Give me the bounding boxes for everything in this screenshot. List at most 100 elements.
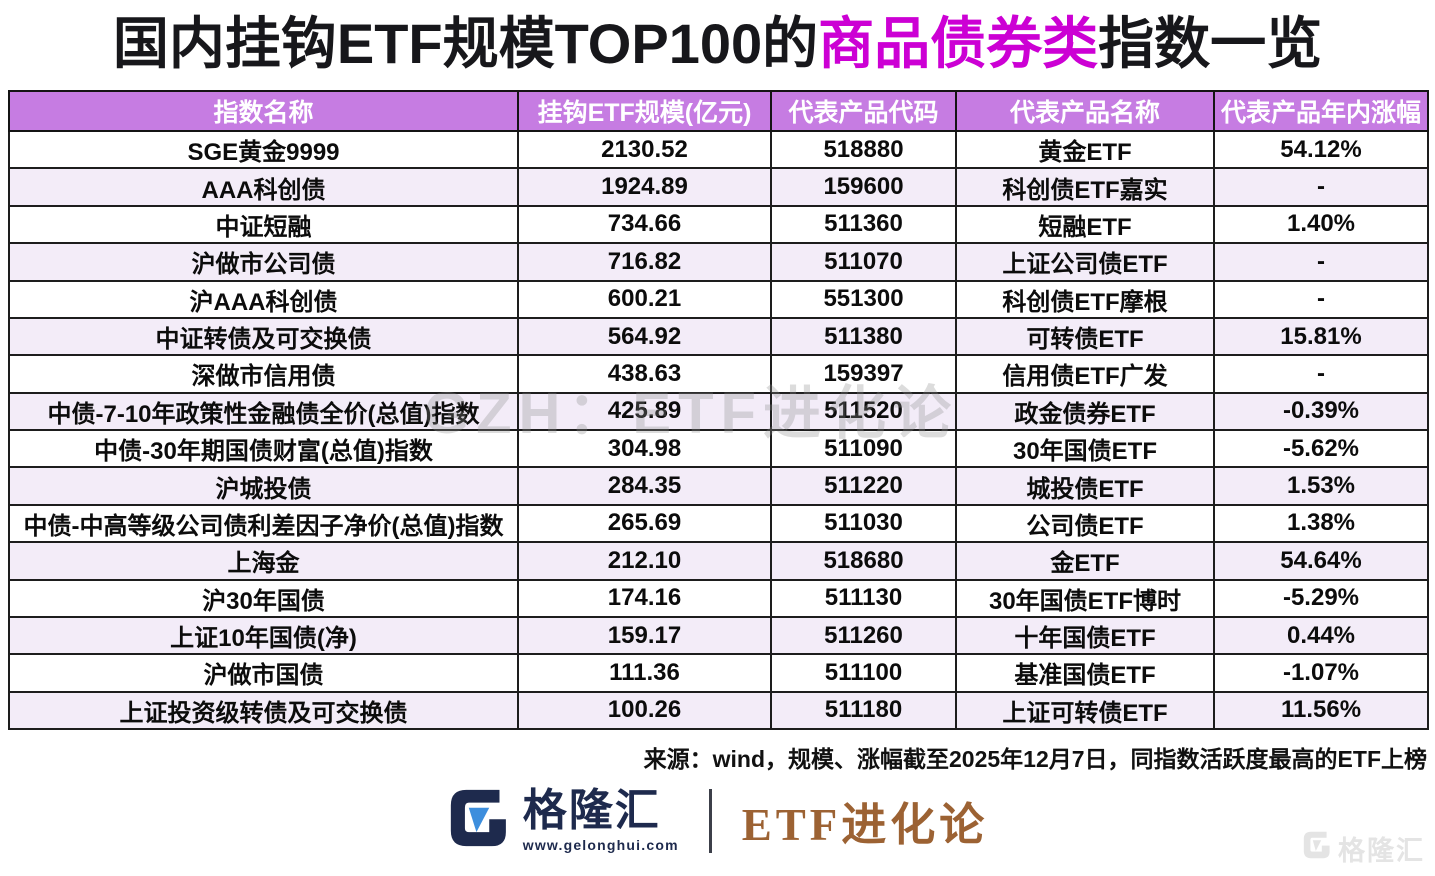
table-row: 中债-30年期国债财富(总值)指数 304.98 511090 30年国债ETF -5.… — [8, 428, 1429, 469]
column-header-product_ytd_change: 代表产品年内涨幅 — [1213, 90, 1429, 132]
cell-product_code: 518880 — [770, 129, 957, 170]
cell-product_code: 511220 — [770, 466, 957, 506]
footer-divider — [708, 788, 712, 853]
cell-index_name: 深做市信用债 — [8, 354, 519, 394]
column-header-product_name: 代表产品名称 — [955, 90, 1215, 132]
cell-product_ytd_change: 1.38% — [1213, 503, 1429, 544]
table-header-row: 指数名称 挂钩ETF规模(亿元) 代表产品代码 代表产品名称 代表产品年内涨幅 — [8, 90, 1429, 132]
cell-product_code: 511090 — [770, 428, 957, 469]
cell-product_name: 黄金ETF — [955, 129, 1215, 170]
page-title-prefix: 国内挂钩ETF规模TOP100的 — [112, 12, 819, 75]
cell-etf_scale_100m_yuan: 265.69 — [517, 503, 772, 544]
cell-product_ytd_change: - — [1213, 242, 1429, 282]
index-table-head: 指数名称 挂钩ETF规模(亿元) 代表产品代码 代表产品名称 代表产品年内涨幅 — [8, 90, 1429, 132]
cell-product_name: 科创债ETF嘉实 — [955, 167, 1215, 207]
cell-etf_scale_100m_yuan: 100.26 — [517, 690, 772, 731]
cell-etf_scale_100m_yuan: 564.92 — [517, 316, 772, 357]
cell-index_name: 中证短融 — [8, 204, 519, 245]
cell-product_name: 金ETF — [955, 541, 1215, 581]
page-title-highlight: 商品债券类 — [818, 12, 1099, 75]
cell-product_ytd_change: 15.81% — [1213, 316, 1429, 357]
cell-product_name: 上证可转债ETF — [955, 690, 1215, 731]
cell-product_ytd_change: 54.64% — [1213, 541, 1429, 581]
cell-product_code: 511070 — [770, 242, 957, 282]
cell-product_name: 科创债ETF摩根 — [955, 279, 1215, 319]
cell-etf_scale_100m_yuan: 2130.52 — [517, 129, 772, 170]
cell-product_code: 511130 — [770, 578, 957, 618]
cell-product_ytd_change: -1.07% — [1213, 653, 1429, 693]
cell-product_ytd_change: -0.39% — [1213, 391, 1429, 432]
cell-index_name: 沪AAA科创债 — [8, 279, 519, 319]
table-row: 中证短融 734.66 511360 短融ETF 1.40% — [8, 204, 1429, 245]
cell-product_code: 159600 — [770, 167, 957, 207]
table-row: 沪城投债 284.35 511220 城投债ETF 1.53% — [8, 466, 1429, 506]
cell-product_ytd_change: - — [1213, 167, 1429, 207]
column-header-etf_scale_100m_yuan: 挂钩ETF规模(亿元) — [517, 90, 772, 132]
cell-product_name: 可转债ETF — [955, 316, 1215, 357]
cell-etf_scale_100m_yuan: 111.36 — [517, 653, 772, 693]
table-row: 沪30年国债 174.16 511130 30年国债ETF博时 -5.29% — [8, 578, 1429, 618]
cell-etf_scale_100m_yuan: 425.89 — [517, 391, 772, 432]
cell-index_name: 沪做市国债 — [8, 653, 519, 693]
cell-product_name: 基准国债ETF — [955, 653, 1215, 693]
gelonghui-brand-name: 格隆汇 — [522, 786, 661, 836]
column-header-product_code: 代表产品代码 — [770, 90, 957, 132]
gelonghui-url: www.gelonghui.com — [522, 836, 679, 853]
cell-product_name: 十年国债ETF — [955, 615, 1215, 656]
cell-product_code: 511360 — [770, 204, 957, 245]
table-row: 上证10年国债(净) 159.17 511260 十年国债ETF 0.44% — [8, 615, 1429, 656]
cell-etf_scale_100m_yuan: 304.98 — [517, 428, 772, 469]
cell-product_name: 信用债ETF广发 — [955, 354, 1215, 394]
footer-brand-strip: 格隆汇 www.gelonghui.com ETF进化论 — [0, 786, 1435, 855]
cell-etf_scale_100m_yuan: 174.16 — [517, 578, 772, 618]
gelonghui-g-logo-icon — [447, 786, 511, 855]
cell-product_name: 30年国债ETF — [955, 428, 1215, 469]
cell-product_code: 511180 — [770, 690, 957, 731]
cell-index_name: 沪城投债 — [8, 466, 519, 506]
cell-product_name: 30年国债ETF博时 — [955, 578, 1215, 618]
cell-product_ytd_change: 0.44% — [1213, 615, 1429, 656]
index-table: 指数名称 挂钩ETF规模(亿元) 代表产品代码 代表产品名称 代表产品年内涨幅 SGE黄… — [8, 90, 1429, 731]
cell-index_name: 中债-7-10年政策性金融债全价(总值)指数 — [8, 391, 519, 432]
corner-g-logo-icon — [1302, 830, 1332, 867]
cell-product_code: 511520 — [770, 391, 957, 432]
cell-product_code: 511100 — [770, 653, 957, 693]
cell-etf_scale_100m_yuan: 734.66 — [517, 204, 772, 245]
cell-etf_scale_100m_yuan: 284.35 — [517, 466, 772, 506]
table-row: 沪做市国债 111.36 511100 基准国债ETF -1.07% — [8, 653, 1429, 693]
gelonghui-text-block: 格隆汇 www.gelonghui.com — [522, 786, 679, 853]
table-row: 中债-7-10年政策性金融债全价(总值)指数 425.89 511520 政金债券ET… — [8, 391, 1429, 432]
cell-product_name: 政金债券ETF — [955, 391, 1215, 432]
table-row: 上证投资级转债及可交换债 100.26 511180 上证可转债ETF 11.56% — [8, 690, 1429, 731]
cell-index_name: 上证10年国债(净) — [8, 615, 519, 656]
cell-index_name: 上证投资级转债及可交换债 — [8, 690, 519, 731]
cell-etf_scale_100m_yuan: 438.63 — [517, 354, 772, 394]
cell-product_code: 511030 — [770, 503, 957, 544]
cell-product_ytd_change: 1.40% — [1213, 204, 1429, 245]
page-title: 国内挂钩ETF规模TOP100的商品债券类指数一览 — [0, 6, 1435, 82]
channel-name: ETF进化论 — [741, 800, 989, 850]
cell-etf_scale_100m_yuan: 159.17 — [517, 615, 772, 656]
column-header-index_name: 指数名称 — [8, 90, 519, 132]
table-row: 中证转债及可交换债 564.92 511380 可转债ETF 15.81% — [8, 316, 1429, 357]
cell-etf_scale_100m_yuan: 212.10 — [517, 541, 772, 581]
cell-index_name: AAA科创债 — [8, 167, 519, 207]
index-table-container: 指数名称 挂钩ETF规模(亿元) 代表产品代码 代表产品名称 代表产品年内涨幅 SGE黄… — [8, 90, 1429, 731]
cell-product_code: 518680 — [770, 541, 957, 581]
cell-product_code: 511260 — [770, 615, 957, 656]
cell-product_code: 511380 — [770, 316, 957, 357]
table-row: 深做市信用债 438.63 159397 信用债ETF广发 - — [8, 354, 1429, 394]
cell-index_name: 沪30年国债 — [8, 578, 519, 618]
table-row: 沪AAA科创债 600.21 551300 科创债ETF摩根 - — [8, 279, 1429, 319]
source-note: 来源：wind，规模、涨幅截至2025年12月7日，同指数活跃度最高的ETF上榜 — [643, 746, 1427, 772]
cell-etf_scale_100m_yuan: 716.82 — [517, 242, 772, 282]
cell-product_code: 159397 — [770, 354, 957, 394]
index-table-body: SGE黄金9999 2130.52 518880 黄金ETF 54.12% AAA科创债 1… — [8, 129, 1429, 731]
cell-product_name: 城投债ETF — [955, 466, 1215, 506]
cell-index_name: 中证转债及可交换债 — [8, 316, 519, 357]
gelonghui-logo: 格隆汇 www.gelonghui.com — [447, 786, 679, 855]
table-row: AAA科创债 1924.89 159600 科创债ETF嘉实 - — [8, 167, 1429, 207]
cell-product_ytd_change: -5.29% — [1213, 578, 1429, 618]
cell-product_name: 短融ETF — [955, 204, 1215, 245]
cell-product_code: 551300 — [770, 279, 957, 319]
